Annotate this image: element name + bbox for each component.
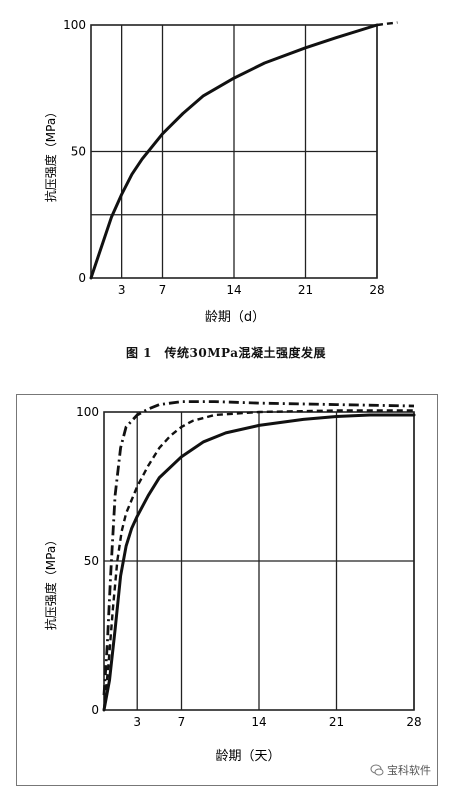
series-line-solid (102, 413, 416, 712)
chart-1-tick-labels: 3 7 14 21 28 0 50 100 (63, 18, 385, 297)
x-tick-label: 21 (329, 715, 344, 729)
x-tick-label: 3 (133, 715, 141, 729)
chart-2-y-axis-label: 抗压强度（MPa） (43, 534, 58, 630)
x-tick-label: 14 (226, 283, 241, 297)
chart-1-x-axis-label: 龄期（d） (205, 310, 265, 325)
x-tick-label: 3 (118, 283, 126, 297)
series-line-dashdot (102, 400, 415, 696)
figure-2-frame (16, 394, 438, 786)
wechat-icon (370, 764, 384, 776)
chart-1-grid (90, 24, 378, 279)
x-tick-label: 28 (406, 715, 421, 729)
y-tick-label: 100 (76, 405, 99, 419)
x-tick-label: 28 (369, 283, 384, 297)
y-tick-label: 50 (71, 145, 86, 159)
y-tick-label: 100 (63, 18, 86, 32)
watermark-text: 宝科软件 (387, 764, 431, 777)
chart-1-y-axis-label: 抗压强度（MPa） (43, 106, 58, 202)
y-tick-label: 50 (84, 554, 99, 568)
chart-2-tick-labels: 3 7 14 21 28 0 50 100 (76, 405, 422, 729)
chart-2-grid (103, 411, 415, 711)
chart-2-x-axis-label: 龄期（天） (215, 749, 280, 764)
x-tick-label: 21 (298, 283, 313, 297)
x-tick-label: 14 (251, 715, 266, 729)
chart-1: 3 7 14 21 28 0 50 100 龄期（d） 抗压强度（MPa） (43, 18, 398, 325)
series-line-dashed (376, 21, 398, 27)
series-line-solid (89, 23, 379, 280)
figure-1-caption: 图 1 传统30MPa混凝土强度发展 (126, 346, 326, 360)
chart-2-series (102, 400, 416, 712)
x-tick-label: 7 (178, 715, 186, 729)
y-tick-label: 0 (78, 271, 86, 285)
series-line-dashed (102, 409, 414, 711)
watermark: 宝科软件 (370, 762, 431, 778)
chart-1-series (89, 21, 398, 280)
x-tick-label: 7 (159, 283, 167, 297)
y-tick-label: 0 (91, 703, 99, 717)
